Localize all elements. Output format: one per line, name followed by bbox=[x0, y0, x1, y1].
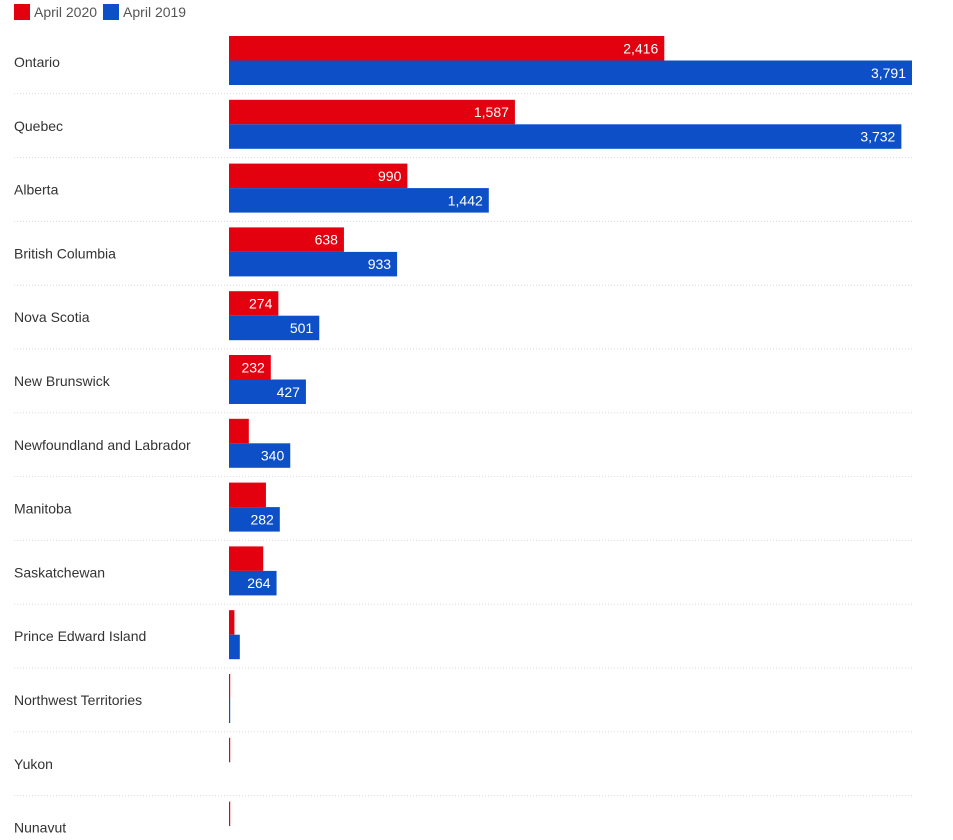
bar-april-2020-ontario bbox=[229, 36, 665, 61]
category-label-quebec: Quebec bbox=[14, 118, 63, 134]
bar-april-2020-northwest-territories bbox=[229, 674, 231, 699]
category-label-new-brunswick: New Brunswick bbox=[14, 373, 111, 389]
bar-april-2019-new-brunswick bbox=[229, 379, 306, 404]
bar-april-2020-manitoba bbox=[229, 482, 266, 508]
value-label-april-2019-newfoundland-and-labrador: 340 bbox=[261, 448, 285, 464]
value-label-april-2019-quebec: 3,732 bbox=[860, 129, 895, 145]
value-label-april-2020-alberta: 990 bbox=[378, 168, 402, 184]
bar-april-2019-quebec bbox=[229, 124, 902, 149]
category-label-alberta: Alberta bbox=[14, 182, 59, 198]
category-label-northwest-territories: Northwest Territories bbox=[14, 692, 142, 708]
legend-item-april-2019[interactable]: April 2019 bbox=[103, 4, 186, 20]
category-label-nunavut: Nunavut bbox=[14, 820, 66, 836]
category-label-british-columbia: British Columbia bbox=[14, 245, 116, 261]
bar-april-2020-prince-edward-island bbox=[229, 610, 235, 635]
bar-april-2020-nunavut bbox=[229, 801, 231, 827]
category-label-yukon: Yukon bbox=[14, 756, 53, 772]
bar-april-2020-new-brunswick bbox=[229, 355, 271, 380]
category-label-prince-edward-island: Prince Edward Island bbox=[14, 628, 146, 644]
category-label-manitoba: Manitoba bbox=[14, 501, 72, 517]
category-label-ontario: Ontario bbox=[14, 54, 60, 70]
legend-swatch-april-2019 bbox=[103, 4, 120, 20]
bar-april-2020-british-columbia bbox=[229, 227, 344, 252]
bar-april-2019-ontario bbox=[229, 60, 912, 85]
bar-april-2019-alberta bbox=[229, 188, 489, 213]
bar-april-2020-yukon bbox=[229, 737, 231, 763]
bar-april-2020-alberta bbox=[229, 163, 408, 189]
value-label-april-2019-alberta: 1,442 bbox=[448, 192, 483, 208]
bar-april-2019-nova-scotia bbox=[229, 315, 320, 341]
bar-april-2019-saskatchewan bbox=[229, 570, 277, 596]
bar-april-2020-nova-scotia bbox=[229, 291, 279, 316]
bar-april-2019-newfoundland-and-labrador bbox=[229, 443, 291, 468]
bar-april-2019-prince-edward-island bbox=[229, 634, 240, 660]
value-label-april-2020-quebec: 1,587 bbox=[474, 104, 509, 120]
value-label-april-2020-new-brunswick: 232 bbox=[241, 359, 265, 375]
legend-swatch-april-2020 bbox=[14, 4, 30, 20]
bar-april-2020-quebec bbox=[229, 99, 515, 125]
value-label-april-2020-ontario: 2,416 bbox=[623, 40, 658, 56]
value-label-april-2019-british-columbia: 933 bbox=[368, 256, 392, 272]
bar-april-2019-british-columbia bbox=[229, 251, 398, 277]
value-label-april-2019-ontario: 3,791 bbox=[871, 65, 906, 81]
bar-april-2020-newfoundland-and-labrador bbox=[229, 418, 249, 444]
value-label-april-2020-british-columbia: 638 bbox=[315, 232, 339, 248]
value-label-april-2019-nova-scotia: 501 bbox=[290, 320, 314, 336]
value-label-april-2020-nova-scotia: 274 bbox=[249, 295, 273, 311]
legend-item-april-2020[interactable]: April 2020 bbox=[14, 4, 97, 20]
value-label-april-2019-saskatchewan: 264 bbox=[247, 575, 271, 591]
bar-april-2020-saskatchewan bbox=[229, 546, 264, 571]
legend-label-april-2019: April 2019 bbox=[123, 4, 187, 20]
value-label-april-2019-manitoba: 282 bbox=[250, 511, 274, 527]
bar-april-2019-northwest-territories bbox=[229, 698, 231, 723]
category-label-newfoundland-and-labrador: Newfoundland and Labrador bbox=[14, 437, 191, 453]
category-label-nova-scotia: Nova Scotia bbox=[14, 309, 90, 325]
legend-label-april-2020: April 2020 bbox=[34, 4, 98, 20]
bar-april-2019-manitoba bbox=[229, 507, 280, 532]
value-label-april-2019-new-brunswick: 427 bbox=[277, 384, 301, 400]
category-label-saskatchewan: Saskatchewan bbox=[14, 564, 105, 580]
legend: April 2020 April 2019 bbox=[14, 2, 192, 22]
